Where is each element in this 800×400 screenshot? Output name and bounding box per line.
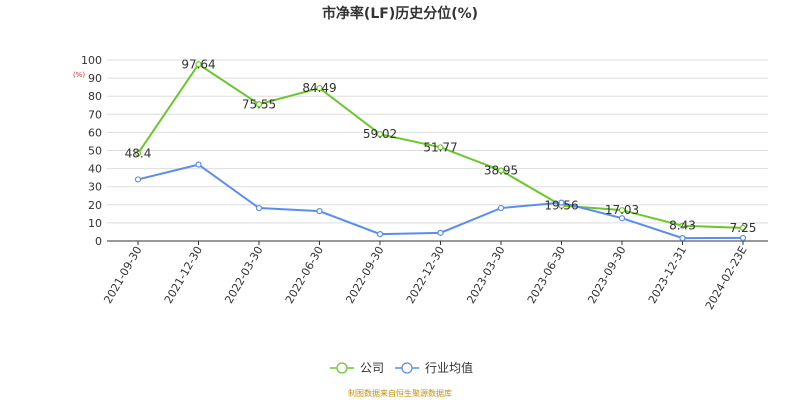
- y-tick-label: 50: [88, 145, 102, 158]
- data-point: [618, 215, 626, 222]
- x-tick-label: 2022-09-30: [343, 244, 386, 306]
- x-tick-label: 2021-09-30: [101, 244, 144, 306]
- data-point: [679, 222, 686, 229]
- data-label: 8.43: [669, 219, 696, 233]
- series: [134, 61, 747, 242]
- data-label: 7.25: [730, 221, 757, 235]
- series-line: [137, 163, 744, 240]
- grid: [107, 59, 768, 242]
- data-point: [255, 204, 263, 212]
- legend-item: 公司: [330, 361, 384, 375]
- y-tick-label: 30: [88, 181, 102, 194]
- y-tick-label: 10: [88, 217, 102, 230]
- data-point: [316, 84, 323, 92]
- x-tick-label: 2023-03-30: [464, 244, 507, 306]
- data-label: 38.95: [484, 164, 518, 178]
- y-tick-label: 0: [95, 235, 102, 248]
- data-point: [195, 61, 202, 68]
- x-tick-label: 2021-12-30: [162, 244, 205, 306]
- y-tick-label: 70: [88, 108, 102, 121]
- data-point: [376, 231, 384, 238]
- data-point: [739, 234, 747, 242]
- x-tick-label: 2022-06-30: [283, 244, 326, 306]
- y-tick-label: 100: [81, 54, 102, 67]
- y-tick-label: 80: [88, 90, 102, 103]
- data-label: 84.49: [302, 81, 336, 95]
- legend-label: 公司: [360, 361, 384, 375]
- data-label: 19.56: [544, 199, 578, 213]
- axes: 0 10 20 30 40 50 60 70 80 90 100 2021-09-30 2021-12-…: [81, 54, 768, 312]
- data-label: 51.77: [423, 140, 457, 154]
- data-point: [255, 101, 263, 108]
- legend-marker: [336, 362, 348, 374]
- data-label: 17.03: [605, 203, 639, 217]
- data-label: 75.55: [242, 97, 276, 111]
- legend: 公司 行业均值: [330, 360, 473, 375]
- x-tick-label: 2023-12-31: [646, 244, 689, 306]
- y-tick-label: 60: [88, 126, 102, 139]
- y-tick-label: 40: [88, 163, 102, 176]
- y-tick-label: 90: [88, 72, 102, 85]
- x-tick-label: 2023-09-30: [585, 244, 628, 306]
- y-axis-unit-label: (%): [73, 71, 85, 79]
- footer-note: 制图数据来自恒生聚源数据库: [348, 388, 452, 398]
- data-point: [437, 229, 444, 236]
- data-point: [497, 204, 505, 212]
- data-point: [558, 199, 565, 206]
- y-tick-label: 20: [88, 199, 102, 212]
- x-tick-label: 2022-03-30: [222, 244, 265, 306]
- data-label: 59.02: [363, 127, 397, 141]
- data-point: [316, 208, 323, 215]
- data-point: [618, 207, 626, 214]
- data-label: 97.64: [181, 57, 215, 71]
- x-tick-label: 2023-06-30: [525, 244, 568, 306]
- data-point: [195, 161, 202, 168]
- data-point: [376, 131, 384, 138]
- data-point: [679, 235, 686, 242]
- legend-marker: [401, 362, 413, 374]
- legend-label: 行业均值: [425, 360, 473, 375]
- x-tick-label: 2022-12-30: [404, 244, 447, 306]
- data-point: [437, 144, 444, 151]
- data-point: [739, 224, 747, 231]
- data-point: [134, 150, 142, 157]
- chart-title: 市净率(LF)历史分位(%): [322, 5, 478, 22]
- data-labels: 48.4 97.64 75.55 84.49 59.02 51.77 38.95 19.56 1…: [125, 57, 757, 235]
- legend-item: 行业均值: [395, 360, 473, 375]
- data-label: 48.4: [125, 146, 152, 160]
- data-point: [134, 176, 142, 183]
- data-point: [497, 167, 505, 174]
- x-tick-label: 2024-02-23E: [703, 244, 750, 312]
